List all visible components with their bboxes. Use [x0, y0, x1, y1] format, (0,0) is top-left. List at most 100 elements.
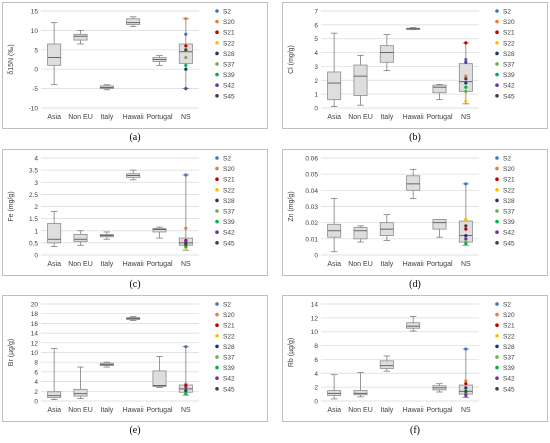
y-tick-label: 6	[314, 357, 318, 364]
legend-marker	[495, 19, 499, 24]
y-tick-label: 2	[314, 385, 318, 392]
x-tick-label: Italy	[100, 407, 113, 414]
x-tick-label: NS	[461, 407, 471, 414]
legend-marker	[215, 323, 219, 327]
box-iqr	[47, 43, 62, 66]
ns-point-s45	[464, 224, 468, 228]
legend-marker	[215, 94, 219, 98]
box-iqr	[47, 391, 62, 399]
legend-marker	[215, 177, 219, 181]
y-tick-label: 0.04	[305, 188, 318, 195]
legend-marker	[215, 62, 219, 66]
legend-label: S42	[503, 376, 515, 383]
legend-label: S39	[223, 365, 235, 372]
ns-point-s39	[464, 242, 468, 246]
box-italy	[99, 84, 114, 91]
box-non-eu	[73, 29, 88, 45]
legend-label: S45	[503, 93, 515, 100]
x-tick-label: Portugal	[426, 114, 453, 121]
ns-point-s45	[464, 389, 468, 393]
box-asia	[327, 374, 342, 400]
legend-marker	[215, 30, 219, 34]
x-tick-label: Italy	[380, 114, 393, 121]
y-tick-label: 4	[314, 50, 318, 57]
ns-point-s28	[464, 81, 468, 85]
y-tick-label: 0	[314, 106, 318, 113]
x-tick-label: Asia	[47, 407, 61, 414]
x-tick-label: Portugal	[146, 114, 173, 121]
ns-point-s21	[464, 41, 468, 45]
legend-marker	[495, 51, 499, 56]
legend-label: S22	[223, 40, 235, 47]
legend-marker	[215, 230, 219, 234]
legend-marker	[215, 355, 219, 359]
legend-label: S20	[503, 19, 515, 26]
y-tick-label: 18	[31, 311, 39, 318]
ns-point-s28	[464, 234, 468, 238]
chart-svg: 0 2 4 6 8 10 12 14 16 18 20 Br (µg/g) Asia Non EU Ital…	[8, 302, 235, 415]
chart-svg: 0 1 2 3 4 5 6 7 Cl (mg/g) Asia Non EU Italy Hawaii Po…	[288, 9, 515, 122]
legend-marker	[495, 241, 499, 245]
x-tick-label: NS	[461, 114, 471, 121]
y-axis-label: Cl (mg/g)	[288, 45, 295, 74]
legend-label: S42	[503, 83, 515, 90]
y-tick-label: 15	[31, 9, 39, 16]
legend-marker	[495, 355, 499, 359]
legend-marker	[495, 302, 499, 306]
ns-point-s2	[464, 182, 468, 186]
y-tick-label: -10	[29, 106, 39, 113]
ns-point-s39	[184, 392, 188, 396]
x-tick-label: Asia	[47, 261, 61, 268]
chart-panel-4: 0 0.01 0.02 0.03 0.04 0.05 0.06 Zn (mg/g) Asia No…	[282, 149, 548, 276]
legend-marker	[215, 209, 219, 213]
y-tick-label: 7	[314, 9, 318, 16]
legend-marker	[495, 30, 499, 34]
y-tick-label: 1	[314, 92, 318, 99]
legend-marker	[495, 188, 499, 192]
box-hawaii	[126, 316, 141, 321]
y-tick-label: 5	[314, 36, 318, 43]
legend-marker	[495, 72, 499, 77]
panel-caption: (b)	[409, 132, 421, 143]
y-tick-label: 16	[31, 321, 39, 328]
ns-point-s42	[184, 240, 188, 244]
box-iqr	[73, 33, 88, 41]
y-tick-label: 14	[311, 302, 319, 309]
box-italy	[379, 214, 394, 241]
x-tick-label: Hawaii	[123, 261, 144, 268]
legend-label: S39	[223, 72, 235, 79]
legend-label: S22	[223, 333, 235, 340]
legend-marker	[215, 387, 219, 391]
y-tick-label: 0.01	[305, 236, 318, 243]
y-tick-label: 6	[314, 22, 318, 29]
y-tick-label: 2	[34, 389, 38, 396]
chart-panel-5: 0 2 4 6 8 10 12 14 16 18 20 Br (µg/g) Asia Non EU Ital…	[2, 295, 268, 422]
box-hawaii	[406, 316, 421, 332]
y-tick-label: 2	[34, 204, 38, 211]
y-tick-label: -5	[32, 86, 38, 93]
legend-label: S42	[223, 230, 235, 237]
box-iqr	[152, 227, 167, 233]
y-tick-label: 0.5	[29, 240, 38, 247]
x-tick-label: Asia	[327, 407, 341, 414]
y-tick-label: 3	[314, 64, 318, 71]
legend-label: S2	[223, 9, 231, 16]
x-tick-label: Hawaii	[403, 407, 424, 414]
legend-label: S22	[223, 187, 235, 194]
x-tick-label: Non EU	[68, 261, 93, 268]
y-tick-label: 10	[31, 28, 39, 35]
x-tick-label: NS	[181, 261, 191, 268]
legend-marker	[495, 365, 499, 370]
ns-point-s21	[184, 44, 188, 48]
chart-panel-1: -10 -5 0 5 10 15 δ15N (‰) Asia Non EU Italy Hawaii…	[2, 2, 268, 129]
box-portugal	[432, 84, 447, 101]
y-tick-label: 6	[34, 369, 38, 376]
legend-marker	[215, 198, 219, 203]
legend-marker	[495, 376, 499, 380]
box-portugal	[432, 383, 447, 393]
ns-point-s2	[184, 173, 188, 177]
ns-point-s2	[184, 32, 188, 36]
legend-marker	[495, 62, 499, 66]
box-asia	[47, 348, 62, 400]
box-asia	[327, 32, 342, 108]
